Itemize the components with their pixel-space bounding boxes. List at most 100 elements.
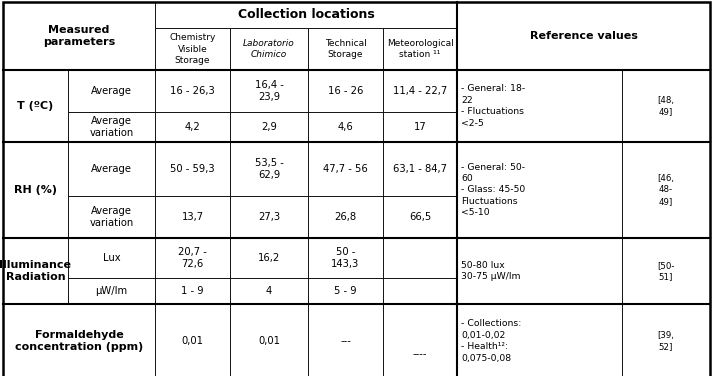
Text: 47,7 - 56: 47,7 - 56 xyxy=(323,164,368,174)
Bar xyxy=(622,70,710,142)
Text: Average: Average xyxy=(91,86,132,96)
Bar xyxy=(457,142,622,238)
Bar xyxy=(155,238,230,278)
Text: 0,01: 0,01 xyxy=(182,336,204,346)
Bar xyxy=(155,2,457,28)
Bar xyxy=(383,112,457,142)
Text: 50 -
143,3: 50 - 143,3 xyxy=(331,247,360,269)
Text: 4,6: 4,6 xyxy=(337,122,353,132)
Text: 5 - 9: 5 - 9 xyxy=(334,286,357,296)
Text: Formaldehyde
concentration (ppm): Formaldehyde concentration (ppm) xyxy=(15,330,143,352)
Text: 4,2: 4,2 xyxy=(184,122,200,132)
Bar xyxy=(457,70,622,142)
Text: Average
variation: Average variation xyxy=(89,206,134,228)
Bar xyxy=(155,70,230,112)
Text: Average
variation: Average variation xyxy=(89,115,134,138)
Text: ---: --- xyxy=(340,336,351,346)
Text: Laboratorio
Chimico: Laboratorio Chimico xyxy=(243,39,295,59)
Bar xyxy=(308,142,383,196)
Bar xyxy=(155,28,230,70)
Text: μW/lm: μW/lm xyxy=(95,286,127,296)
Bar xyxy=(457,2,710,70)
Bar xyxy=(230,112,308,142)
Text: Collection locations: Collection locations xyxy=(237,9,375,21)
Text: 4: 4 xyxy=(266,286,272,296)
Bar xyxy=(155,112,230,142)
Bar xyxy=(383,70,457,112)
Text: 50-80 lux
30-75 μW/lm: 50-80 lux 30-75 μW/lm xyxy=(461,261,521,281)
Text: Illuminance
Radiation: Illuminance Radiation xyxy=(0,259,72,282)
Text: Reference values: Reference values xyxy=(530,31,638,41)
Bar xyxy=(457,304,622,376)
Text: - General: 18-
22
- Fluctuations
<2-5: - General: 18- 22 - Fluctuations <2-5 xyxy=(461,84,526,128)
Text: 13,7: 13,7 xyxy=(182,212,204,222)
Text: RH (%): RH (%) xyxy=(14,185,57,195)
Text: 0,01: 0,01 xyxy=(258,336,280,346)
Text: - Collections:
0,01-0,02
- Health¹²:
0,075-0,08: - Collections: 0,01-0,02 - Health¹²: 0,0… xyxy=(461,319,521,363)
Bar xyxy=(230,142,308,196)
Bar xyxy=(457,238,622,304)
Bar xyxy=(308,304,383,376)
Text: Chemistry
Visible
Storage: Chemistry Visible Storage xyxy=(169,33,216,65)
Bar xyxy=(230,196,308,238)
Bar xyxy=(68,278,155,304)
Bar xyxy=(308,28,383,70)
Text: Average: Average xyxy=(91,164,132,174)
Bar xyxy=(383,142,457,196)
Text: 1 - 9: 1 - 9 xyxy=(181,286,204,296)
Bar xyxy=(68,238,155,278)
Bar xyxy=(383,238,457,278)
Text: [50-
51]: [50- 51] xyxy=(657,261,675,281)
Bar xyxy=(3,2,155,70)
Text: ----: ---- xyxy=(413,349,428,359)
Bar xyxy=(383,304,457,376)
Text: Measured
parameters: Measured parameters xyxy=(43,24,115,47)
Bar xyxy=(68,196,155,238)
Text: 20,7 -
72,6: 20,7 - 72,6 xyxy=(178,247,207,269)
Text: Technical
Storage: Technical Storage xyxy=(325,39,366,59)
Bar xyxy=(3,238,68,304)
Bar xyxy=(68,70,155,112)
Bar xyxy=(308,238,383,278)
Bar xyxy=(622,304,710,376)
Bar xyxy=(230,28,308,70)
Text: T (ºC): T (ºC) xyxy=(17,101,54,111)
Bar xyxy=(155,304,230,376)
Text: 63,1 - 84,7: 63,1 - 84,7 xyxy=(393,164,447,174)
Text: 27,3: 27,3 xyxy=(258,212,280,222)
Bar xyxy=(308,112,383,142)
Text: 66,5: 66,5 xyxy=(409,212,431,222)
Bar xyxy=(383,28,457,70)
Text: [46,
48-
49]: [46, 48- 49] xyxy=(658,174,674,206)
Bar xyxy=(155,196,230,238)
Text: 53,5 -
62,9: 53,5 - 62,9 xyxy=(255,158,283,180)
Text: 16 - 26: 16 - 26 xyxy=(327,86,363,96)
Bar xyxy=(155,142,230,196)
Text: 26,8: 26,8 xyxy=(335,212,357,222)
Text: 50 - 59,3: 50 - 59,3 xyxy=(170,164,214,174)
Text: 16,4 -
23,9: 16,4 - 23,9 xyxy=(255,80,283,102)
Bar xyxy=(230,238,308,278)
Text: 16,2: 16,2 xyxy=(258,253,280,263)
Text: - General: 50-
60
- Glass: 45-50
Fluctuations
<5-10: - General: 50- 60 - Glass: 45-50 Fluctua… xyxy=(461,162,526,217)
Text: Meteorological
station ¹¹: Meteorological station ¹¹ xyxy=(387,39,453,59)
Bar xyxy=(383,278,457,304)
Text: [48,
49]: [48, 49] xyxy=(658,96,674,116)
Bar xyxy=(622,238,710,304)
Bar xyxy=(230,70,308,112)
Bar xyxy=(3,70,68,142)
Bar xyxy=(383,196,457,238)
Bar xyxy=(155,278,230,304)
Text: 11,4 - 22,7: 11,4 - 22,7 xyxy=(393,86,447,96)
Bar xyxy=(68,142,155,196)
Text: [39,
52]: [39, 52] xyxy=(658,331,674,351)
Text: 17: 17 xyxy=(413,122,426,132)
Bar xyxy=(68,112,155,142)
Text: 2,9: 2,9 xyxy=(261,122,277,132)
Bar xyxy=(308,196,383,238)
Bar xyxy=(3,304,155,376)
Bar xyxy=(622,142,710,238)
Bar xyxy=(230,304,308,376)
Bar xyxy=(308,278,383,304)
Text: Lux: Lux xyxy=(103,253,120,263)
